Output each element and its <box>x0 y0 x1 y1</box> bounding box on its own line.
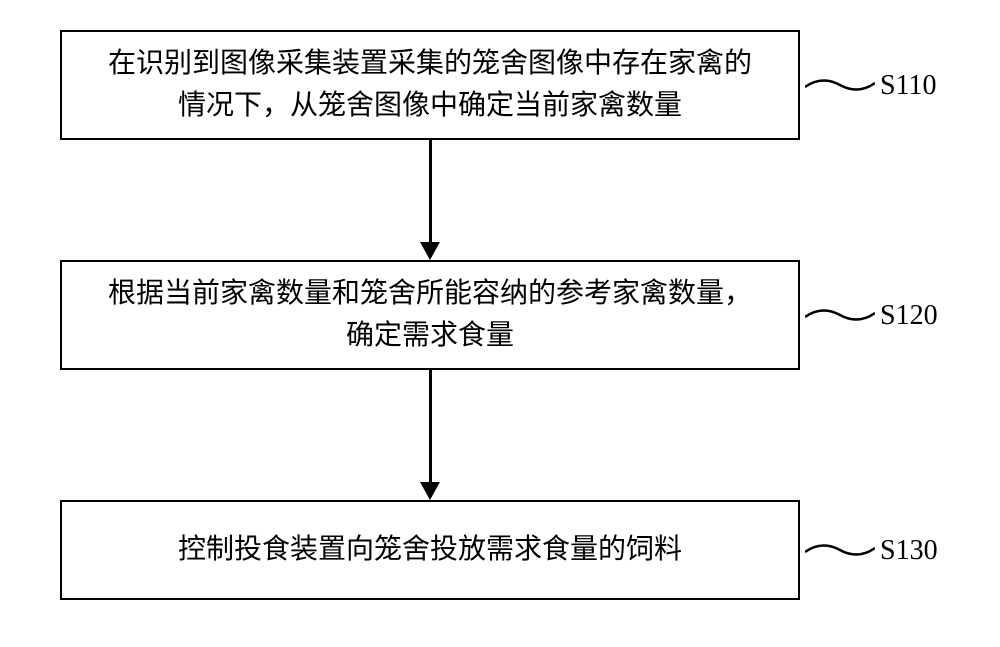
step-box-s130: 控制投食装置向笼舍投放需求食量的饲料 <box>60 500 800 600</box>
step-box-s110: 在识别到图像采集装置采集的笼舍图像中存在家禽的 情况下，从笼舍图像中确定当前家禽… <box>60 30 800 140</box>
flowchart-canvas: 在识别到图像采集装置采集的笼舍图像中存在家禽的 情况下，从笼舍图像中确定当前家禽… <box>0 0 1000 647</box>
connector-tilde <box>805 305 875 325</box>
step-label-s110: S110 <box>880 70 937 102</box>
step-box-s120: 根据当前家禽数量和笼舍所能容纳的参考家禽数量， 确定需求食量 <box>60 260 800 370</box>
step-text-line: 情况下，从笼舍图像中确定当前家禽数量 <box>178 90 682 121</box>
arrow-line <box>429 370 432 483</box>
step-label-s130: S130 <box>880 535 938 567</box>
step-text-s120: 根据当前家禽数量和笼舍所能容纳的参考家禽数量， 确定需求食量 <box>108 273 752 357</box>
step-text-line: 控制投食装置向笼舍投放需求食量的饲料 <box>178 534 682 565</box>
arrow-head <box>420 242 440 260</box>
step-text-line: 在识别到图像采集装置采集的笼舍图像中存在家禽的 <box>108 48 752 79</box>
step-text-s130: 控制投食装置向笼舍投放需求食量的饲料 <box>178 529 682 571</box>
connector-tilde <box>805 540 875 560</box>
connector-tilde <box>805 75 875 95</box>
step-text-line: 根据当前家禽数量和笼舍所能容纳的参考家禽数量， <box>108 278 752 309</box>
step-text-s110: 在识别到图像采集装置采集的笼舍图像中存在家禽的 情况下，从笼舍图像中确定当前家禽… <box>108 43 752 127</box>
step-label-s120: S120 <box>880 300 938 332</box>
arrow-line <box>429 140 432 243</box>
arrow-head <box>420 482 440 500</box>
step-text-line: 确定需求食量 <box>346 320 514 351</box>
